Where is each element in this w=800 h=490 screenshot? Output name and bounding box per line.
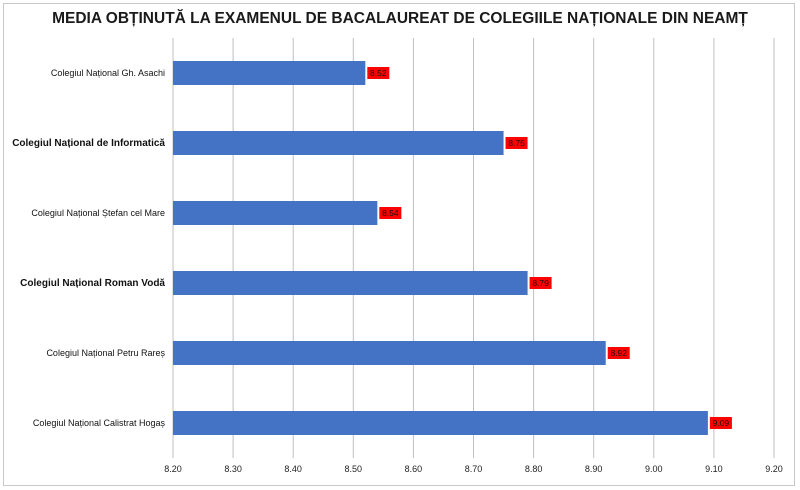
x-tick-label: 8.40 [284,464,302,474]
x-tick-label: 8.60 [405,464,423,474]
data-label-background [607,347,630,359]
data-label: 8.54 [382,208,399,218]
data-label-background [529,277,552,289]
data-label: 8.52 [370,68,387,78]
data-label: 8.75 [508,138,525,148]
data-label-background [709,417,732,429]
chart-frame [3,3,795,486]
chart-title: MEDIA OBȚINUTĂ LA EXAMENUL DE BACALAUREA… [52,10,748,27]
category-label: Colegiul Național Gh. Asachi [51,68,165,78]
bar [173,201,378,225]
label-layer: 8.20 8.30 8.40 8.50 8.60 8.70 8.80 8.90 9.00 9.10… [12,67,783,474]
x-tick-label: 8.90 [585,464,603,474]
bar [173,131,504,155]
x-tick-label: 8.50 [345,464,363,474]
x-tick-label: 8.30 [224,464,242,474]
data-label: 8.79 [532,278,549,288]
x-tick-label: 9.20 [765,464,783,474]
category-label: Colegiul Național Calistrat Hogaș [33,418,166,428]
bar-layer [173,61,708,435]
category-label: Colegiul Național Ștefan cel Mare [31,208,165,218]
category-label: Colegiul Național Roman Vodă [20,278,165,289]
category-label: Colegiul Național de Informatică [12,138,165,149]
data-label: 9.09 [713,418,730,428]
data-label-background [367,67,390,79]
bar [173,271,528,295]
grid-layer [172,38,775,458]
data-label-background [379,207,402,219]
bar [173,411,708,435]
data-label: 8.92 [610,348,627,358]
x-tick-label: 8.20 [164,464,182,474]
x-tick-label: 8.70 [465,464,483,474]
x-tick-label: 9.00 [645,464,663,474]
bar [173,341,606,365]
x-tick-label: 8.80 [525,464,543,474]
bar [173,61,366,85]
x-tick-label: 9.10 [705,464,723,474]
category-label: Colegiul Național Petru Rareș [46,348,165,358]
data-label-background [505,137,528,149]
